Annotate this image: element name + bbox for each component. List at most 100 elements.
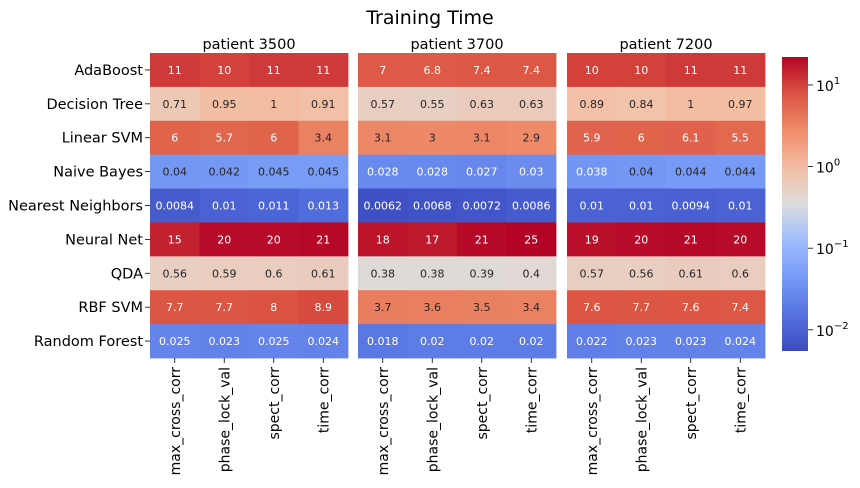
heatmap-cell: [407, 53, 458, 88]
heatmap-cell: [150, 120, 200, 156]
heatmap-cell: [150, 154, 200, 189]
heatmap-cell: [666, 154, 716, 189]
colorbar-tick-exponent: 1: [834, 76, 840, 87]
cell-value-label: 10: [585, 64, 599, 77]
cell-value-label: 17: [425, 233, 439, 246]
cell-value-label: 0.028: [367, 166, 399, 179]
heatmap-cell: [457, 222, 507, 257]
heatmap-cell: [298, 222, 349, 257]
column-label: max_cross_corr: [376, 367, 392, 476]
heatmap-cell: [506, 53, 557, 88]
cell-value-label: 0.01: [212, 200, 237, 213]
cell-value-label: 21: [316, 233, 330, 246]
cell-value-label: 0.0072: [463, 200, 502, 213]
column-label: phase_lock_val: [425, 367, 441, 472]
colorbar-tick-exponent: −1: [834, 239, 849, 250]
heatmap-cell: [666, 222, 716, 257]
cell-value-label: 3.5: [473, 301, 491, 314]
heatmap-cell: [616, 86, 667, 122]
heatmap-cell: [407, 188, 458, 223]
cell-value-label: 0.013: [308, 200, 340, 213]
cell-value-label: 0.04: [163, 166, 188, 179]
heatmap-cell: [407, 86, 458, 122]
heatmap-cell: [249, 188, 299, 223]
heatmap-cell: [407, 120, 458, 156]
cell-value-label: 6: [270, 132, 277, 145]
heatmap-cell: [457, 290, 507, 325]
heatmap-cell: [506, 120, 557, 156]
heatmap-cell: [358, 290, 408, 325]
cell-value-label: 20: [733, 233, 747, 246]
heatmap-cell: [298, 188, 349, 223]
cell-value-label: 0.0094: [672, 200, 711, 213]
heatmap-cell: [249, 86, 299, 122]
heatmap-cell: [249, 222, 299, 257]
cell-value-label: 0.02: [519, 335, 544, 348]
cell-value-label: 3.1: [473, 132, 491, 145]
cell-value-label: 21: [684, 233, 698, 246]
heatmap-cell: [457, 188, 507, 223]
heatmap-cell: [249, 154, 299, 189]
heatmap-cell: [249, 324, 299, 359]
cell-value-label: 0.04: [629, 166, 654, 179]
cell-value-label: 0.0068: [413, 200, 452, 213]
cell-value-label: 0.045: [258, 166, 290, 179]
heatmap-cell: [407, 324, 458, 359]
heatmap-cell: [358, 222, 408, 257]
heatmap-cell: [407, 154, 458, 189]
cell-value-label: 0.59: [212, 267, 237, 280]
panel: patient 7200 10 10 11 11 0.89 0.84 1 0.97 5.9 6 6.1…: [567, 37, 766, 475]
heatmap-cell: [666, 290, 716, 325]
cell-value-label: 11: [267, 64, 281, 77]
heatmap-cell: [666, 53, 716, 88]
heatmap-cell: [407, 256, 458, 291]
cell-value-label: 0.044: [675, 166, 707, 179]
cell-value-label: 0.63: [519, 98, 544, 111]
heatmap-cell: [298, 290, 349, 325]
cell-value-label: 0.61: [311, 267, 336, 280]
panel-title: patient 3500: [202, 37, 295, 53]
cell-value-label: 0.4: [523, 267, 541, 280]
heatmap-cell: [457, 53, 507, 88]
panel-title: patient 3700: [410, 37, 503, 53]
cell-value-label: 7: [379, 64, 386, 77]
heatmap-cell: [358, 256, 408, 291]
heatmap-cell: [616, 222, 667, 257]
cell-value-label: 18: [376, 233, 390, 246]
cell-value-label: 21: [475, 233, 489, 246]
cell-value-label: 10: [634, 64, 648, 77]
heatmap-cell: [506, 86, 557, 122]
heatmap-cell: [715, 53, 766, 88]
cell-value-label: 1: [687, 98, 694, 111]
cell-value-label: 0.045: [308, 166, 340, 179]
cell-value-label: 0.57: [580, 267, 605, 280]
cell-value-label: 7.7: [633, 301, 651, 314]
heatmap-cell: [567, 154, 617, 189]
cell-value-label: 7.6: [583, 301, 601, 314]
row-label: QDA: [111, 266, 143, 282]
heatmap-cell: [249, 290, 299, 325]
heatmap-cell: [567, 53, 617, 88]
cell-value-label: 6.1: [682, 132, 700, 145]
cell-value-label: 0.011: [258, 200, 290, 213]
cell-value-label: 0.03: [519, 166, 544, 179]
heatmap-cell: [358, 188, 408, 223]
cell-value-label: 0.6: [732, 267, 750, 280]
heatmap-panels: AdaBoost Decision Tree Linear SVM Naive Bay…: [8, 37, 766, 476]
row-label: Nearest Neighbors: [8, 199, 143, 215]
cell-value-label: 0.84: [629, 98, 654, 111]
heatmap-cell: [616, 154, 667, 189]
cell-value-label: 0.63: [470, 98, 495, 111]
cell-value-label: 3.4: [315, 132, 333, 145]
cell-value-label: 0.024: [308, 335, 340, 348]
heatmap-cell: [715, 154, 766, 189]
heatmap-cell: [199, 188, 250, 223]
heatmap-cell: [666, 256, 716, 291]
cell-value-label: 7.4: [732, 301, 750, 314]
cell-value-label: 0.024: [725, 335, 757, 348]
column-label: spect_corr: [267, 367, 283, 440]
cell-value-label: 0.56: [163, 267, 188, 280]
heatmap-cell: [199, 324, 250, 359]
heatmap-cell: [358, 324, 408, 359]
